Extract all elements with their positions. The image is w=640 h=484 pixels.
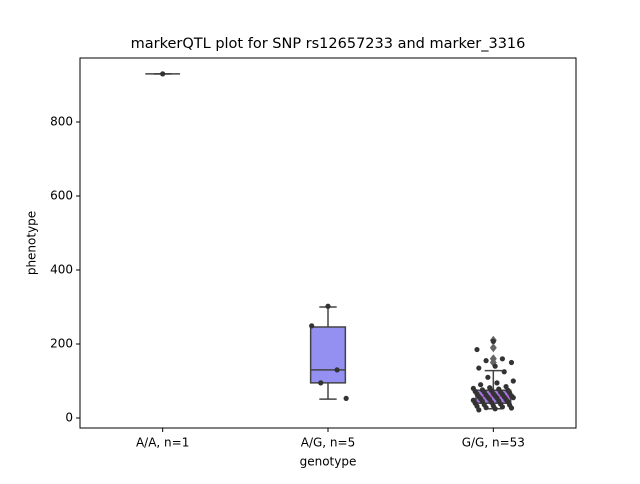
chart-title: markerQTL plot for SNP rs12657233 and ma… xyxy=(131,36,526,52)
point xyxy=(474,346,480,353)
point xyxy=(501,369,507,375)
point xyxy=(309,323,315,329)
point xyxy=(508,405,515,411)
point xyxy=(343,395,349,401)
y-tick-label: 600 xyxy=(50,189,73,203)
point xyxy=(476,365,482,371)
y-tick-label: 200 xyxy=(50,337,73,351)
point xyxy=(499,356,506,362)
point xyxy=(492,363,498,369)
point xyxy=(510,395,516,401)
box xyxy=(309,326,347,384)
point xyxy=(478,382,484,388)
y-tick-label: 800 xyxy=(50,115,73,129)
y-tick-label: 0 xyxy=(65,411,73,425)
point xyxy=(485,374,491,380)
point xyxy=(490,338,496,345)
point xyxy=(160,71,166,77)
point xyxy=(494,380,500,386)
point xyxy=(318,380,324,386)
x-tick-label: G/G, n=53 xyxy=(462,436,525,450)
x-tick-label: A/G, n=5 xyxy=(301,436,355,450)
point xyxy=(483,405,489,411)
x-axis-label: genotype xyxy=(300,455,357,469)
y-axis-label: phenotype xyxy=(25,211,39,275)
point xyxy=(325,303,331,309)
point xyxy=(483,358,489,364)
point xyxy=(499,404,506,410)
plot-frame xyxy=(79,57,577,429)
point xyxy=(334,367,340,373)
x-tick-label: A/A, n=1 xyxy=(136,436,189,450)
point xyxy=(492,406,498,412)
y-tick-label: 400 xyxy=(50,263,73,277)
point xyxy=(510,378,516,384)
flier xyxy=(489,343,497,353)
point xyxy=(508,359,515,366)
point xyxy=(476,407,482,413)
